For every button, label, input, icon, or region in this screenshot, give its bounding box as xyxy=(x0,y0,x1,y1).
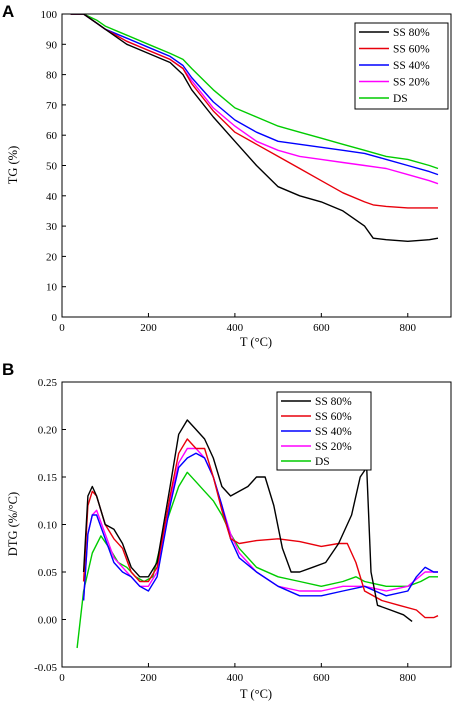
panel-b-y-tick-label: 0.00 xyxy=(38,615,58,627)
panel-a-y-tick-label: 20 xyxy=(46,251,58,263)
panel-a-legend-box xyxy=(354,22,449,110)
panel-b-series-line xyxy=(76,471,438,649)
panel-b-y-tick-label: 0.10 xyxy=(38,520,58,532)
panel-b-x-tick-label: 200 xyxy=(140,672,157,684)
panel-a-x-tick-label: 0 xyxy=(59,322,65,334)
panel-a-series-line xyxy=(70,14,439,170)
panel-a-y-axis-title: TG (%) xyxy=(6,146,20,185)
panel-a-ticks: 0 200 400 600 800 0 10 20 30 40 50 60 70 80 90 100 xyxy=(41,9,417,334)
panel-b-legend-label: SS 80% xyxy=(315,396,352,408)
panel-a-x-tick-label: 800 xyxy=(400,322,417,334)
panel-b-legend: SS 80% SS 60% SS 40% SS 20% DS xyxy=(276,391,372,471)
panel-b-y-tick-label: 0.15 xyxy=(38,472,58,484)
panel-a-y-tick-label: 50 xyxy=(46,161,58,173)
panel-b-x-tick-label: 0 xyxy=(59,672,65,684)
panel-a-series-line xyxy=(70,14,439,242)
panel-b-y-axis-title: DTG (%/°C) xyxy=(6,492,20,556)
panel-a-series-line xyxy=(70,14,438,209)
panel-a-y-tick-label: 0 xyxy=(52,312,58,324)
panel-a-series xyxy=(70,14,439,242)
panel-a-y-tick-label: 70 xyxy=(46,100,58,112)
panel-b-y-tick-label: -0.05 xyxy=(34,662,57,674)
panel-b-y-tick-label: 0.20 xyxy=(38,425,58,437)
panel-a-chart: A 0 200 400 600 800 0 10 20 30 40 50 60 70 80 90 100 SS… xyxy=(2,2,452,349)
panel-a-x-tick-label: 400 xyxy=(227,322,244,334)
panel-b-x-tick-label: 600 xyxy=(313,672,330,684)
panel-a-y-tick-label: 10 xyxy=(46,282,58,294)
panel-b-series-line xyxy=(82,438,439,619)
panel-b-x-tick-label: 800 xyxy=(400,672,417,684)
panel-a-y-tick-label: 60 xyxy=(46,130,58,142)
panel-a-y-tick-label: 30 xyxy=(46,221,58,233)
panel-b-x-axis-title: T (°C) xyxy=(240,687,272,701)
panel-b-legend-label: SS 40% xyxy=(315,426,352,438)
panel-b-y-tick-label: 0.25 xyxy=(38,377,58,389)
panel-b-y-tick-label: 0.05 xyxy=(38,567,58,579)
panel-a-legend: SS 80% SS 60% SS 40% SS 20% DS xyxy=(354,22,449,110)
panel-a-x-tick-label: 600 xyxy=(313,322,330,334)
panel-a-y-tick-label: 40 xyxy=(46,191,58,203)
panel-a-legend-label: SS 20% xyxy=(393,77,430,89)
panel-b-x-tick-label: 400 xyxy=(227,672,244,684)
panel-a-series-line xyxy=(70,14,439,176)
panel-b-ticks: 0 200 400 600 800 -0.05 0.00 0.05 0.10 0.15 0.20 0.… xyxy=(34,377,416,684)
panel-b-series xyxy=(76,419,439,649)
panel-a-legend-label: SS 60% xyxy=(393,44,430,56)
panel-a-x-axis-title: T (°C) xyxy=(240,335,272,349)
panel-a-y-tick-label: 80 xyxy=(46,70,58,82)
panel-b-letter: B xyxy=(2,360,14,379)
panel-a-letter: A xyxy=(2,2,14,21)
panel-b-chart: B 0 200 400 600 800 -0.05 0.00 0.05 0.10 0.15 0.20… xyxy=(2,360,452,701)
panel-a-x-tick-label: 200 xyxy=(140,322,157,334)
panel-a-y-tick-label: 90 xyxy=(46,39,58,51)
panel-a-legend-label: SS 40% xyxy=(393,60,430,72)
panel-b-legend-label: SS 20% xyxy=(315,441,352,453)
panel-b-legend-label: DS xyxy=(315,456,330,468)
panel-a-y-tick-label: 100 xyxy=(41,9,58,21)
panel-b-legend-label: SS 60% xyxy=(315,411,352,423)
panel-b-series-line xyxy=(82,452,438,601)
panel-b-series-line xyxy=(82,419,413,622)
panel-a-legend-label: DS xyxy=(393,93,408,105)
panel-a-legend-label: SS 80% xyxy=(393,27,430,39)
panel-b-plot-frame xyxy=(61,381,452,668)
